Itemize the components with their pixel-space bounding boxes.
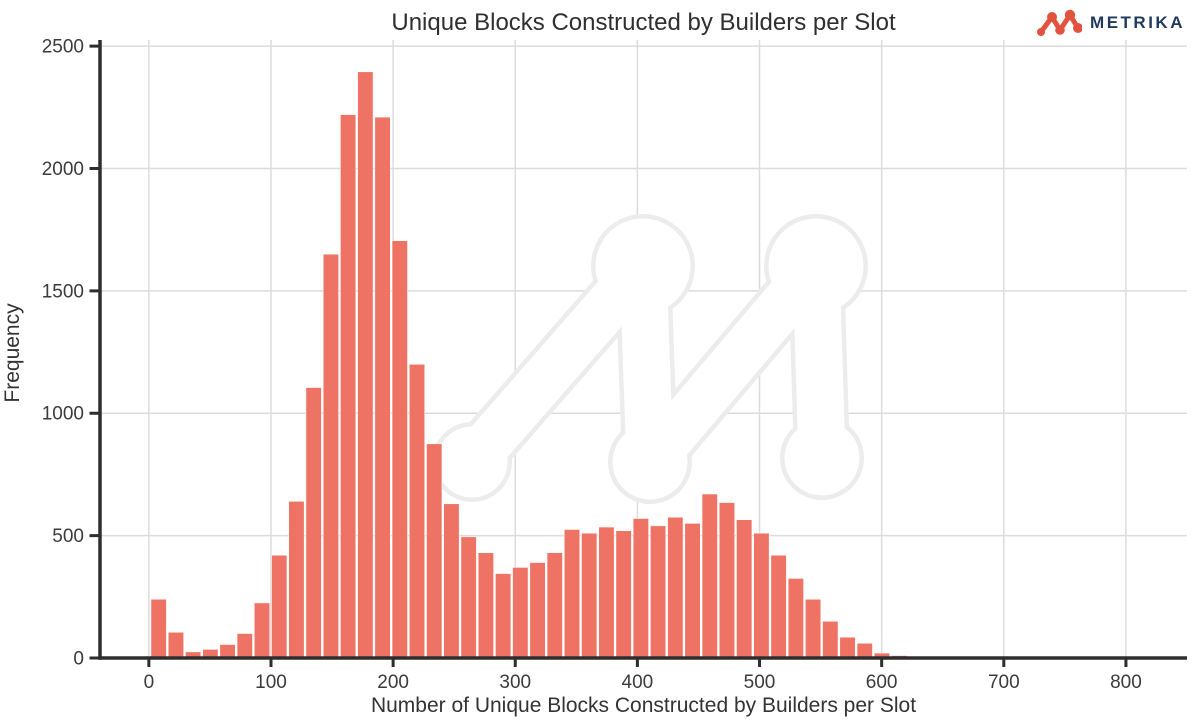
y-tick — [89, 534, 99, 538]
histogram-bar — [305, 387, 322, 659]
x-tick-label: 300 — [499, 672, 531, 693]
histogram-bar — [615, 530, 632, 659]
histogram-bar — [632, 518, 649, 659]
x-tick — [1124, 658, 1128, 667]
x-tick-label: 800 — [1110, 672, 1142, 693]
x-tick-label: 700 — [988, 672, 1020, 693]
histogram-bar — [753, 532, 770, 659]
y-tick-label: 500 — [52, 526, 84, 547]
histogram-bar — [650, 525, 667, 659]
x-tick — [635, 658, 639, 667]
histogram-bar — [167, 632, 184, 659]
y-tick — [89, 656, 99, 660]
histogram-bar — [822, 621, 839, 659]
x-tick-label: 400 — [622, 672, 654, 693]
x-tick — [269, 658, 273, 667]
chart-title: Unique Blocks Constructed by Builders pe… — [391, 9, 896, 36]
histogram-bar — [477, 552, 494, 659]
y-tick — [89, 289, 99, 293]
histogram-bar — [805, 599, 822, 659]
histogram-bar — [150, 599, 167, 659]
metrika-logo-text: METRIKA — [1090, 13, 1185, 32]
histogram-bar — [460, 536, 477, 659]
histogram-bar — [787, 578, 804, 659]
x-tick — [391, 658, 395, 667]
x-axis-title: Number of Unique Blocks Constructed by B… — [370, 694, 917, 717]
histogram-bar — [512, 567, 529, 659]
histogram-bar — [443, 503, 460, 659]
histogram-bar — [839, 636, 856, 659]
y-tick — [89, 44, 99, 48]
histogram-bar — [374, 116, 391, 659]
histogram-bar — [856, 643, 873, 659]
histogram-bar — [564, 529, 580, 659]
histogram-bar — [426, 443, 443, 659]
tick-labels: 0 100 200 300 400 500 600 700 800 0 500 1000 1500 200… — [42, 37, 1142, 693]
y-axis-title: Frequency — [1, 303, 24, 403]
histogram-bar — [391, 240, 408, 659]
histogram-bar — [684, 523, 701, 659]
y-tick-label: 0 — [73, 649, 84, 670]
x-tick-label: 100 — [255, 672, 287, 693]
histogram-bar — [409, 364, 425, 659]
histogram-bar — [357, 71, 374, 659]
y-tick-label: 1500 — [42, 281, 84, 302]
histogram-bars — [150, 71, 908, 659]
histogram-bar — [529, 562, 546, 659]
histogram-bar — [322, 253, 339, 659]
y-tick — [89, 411, 99, 415]
histogram-bar — [340, 114, 357, 659]
metrika-watermark-icon — [432, 214, 868, 504]
x-tick — [758, 658, 762, 667]
y-tick — [89, 166, 99, 170]
y-tick-label: 2000 — [42, 159, 84, 180]
histogram-bar — [546, 552, 563, 659]
histogram-bar — [288, 501, 305, 659]
x-tick-label: 600 — [866, 672, 898, 693]
x-tick — [1002, 658, 1006, 667]
x-tick-label: 200 — [377, 672, 409, 693]
axes — [89, 40, 1187, 667]
histogram-bar — [581, 532, 598, 659]
metrika-logo: METRIKA — [1036, 7, 1185, 39]
histogram-bar — [770, 554, 787, 659]
x-tick-label: 0 — [144, 672, 155, 693]
x-axis-line — [98, 656, 1187, 660]
y-tick-label: 1000 — [42, 404, 84, 425]
y-axis-line — [98, 40, 102, 660]
histogram-bar — [495, 573, 512, 659]
histogram-bar — [236, 633, 253, 659]
histogram-bar — [719, 502, 735, 659]
histogram-bar — [271, 554, 288, 659]
x-tick-label: 500 — [744, 672, 776, 693]
metrika-logo-icon — [1037, 9, 1083, 36]
histogram-bar — [254, 602, 270, 659]
histogram-bar — [219, 644, 236, 659]
histogram-bar — [736, 519, 753, 659]
x-tick — [513, 658, 517, 667]
y-tick-label: 2500 — [42, 37, 84, 58]
histogram-bar — [667, 517, 684, 659]
histogram-bar — [598, 526, 615, 659]
histogram-bar — [701, 493, 718, 659]
x-tick — [880, 658, 884, 667]
x-tick — [147, 658, 151, 667]
